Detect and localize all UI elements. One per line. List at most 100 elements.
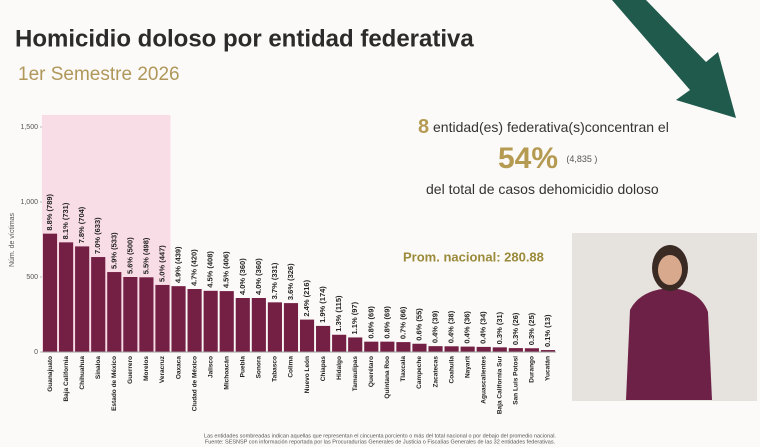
- interpreter-video: [572, 233, 757, 401]
- bar: [524, 348, 539, 352]
- value-label: 4.0% (360): [254, 258, 263, 295]
- x-tick-label: Nuevo León: [304, 356, 311, 393]
- bar: [380, 341, 395, 352]
- bar: [364, 341, 379, 352]
- value-label: 0.3% (25): [527, 312, 536, 345]
- bar: [316, 325, 331, 352]
- value-label: 0.6% (55): [414, 308, 423, 341]
- value-label: 0.4% (39): [431, 310, 440, 343]
- x-tick-label: Morelos: [143, 356, 150, 381]
- x-tick-label: Durango: [529, 356, 536, 383]
- bar: [155, 284, 170, 352]
- x-tick-label: Baja California: [63, 356, 70, 402]
- bar: [396, 342, 411, 352]
- y-tick-label: 0: [34, 349, 38, 356]
- x-tick-label: Tamaulipas: [352, 356, 359, 392]
- bar: [75, 246, 90, 352]
- bar: [203, 290, 218, 352]
- value-label: 0.3% (31): [495, 311, 504, 344]
- value-label: 5.5% (498): [141, 237, 150, 274]
- callout-percent: 54%: [498, 142, 558, 175]
- x-tick-label: Campeche: [416, 356, 423, 389]
- footnote: Fuente: SESNSP con información reportada…: [205, 439, 556, 445]
- x-tick-label: Michoacán: [223, 356, 230, 390]
- x-tick-label: Baja California Sur: [497, 356, 504, 415]
- bar: [123, 277, 138, 352]
- bar: [444, 346, 459, 352]
- bar: [91, 257, 106, 352]
- x-tick-label: Querétaro: [368, 356, 375, 387]
- callout-count: 8: [418, 116, 429, 138]
- callout-text: del total de casos de: [426, 181, 555, 197]
- callout-line: 54% (4,835 ): [498, 142, 597, 175]
- footnote: Las entidades sombreadas indican aquella…: [204, 433, 556, 439]
- bar: [508, 348, 523, 352]
- average-label: Prom. nacional: 280.88: [403, 249, 544, 264]
- x-tick-label: Quintana Roo: [384, 356, 391, 399]
- x-tick-label: Colima: [288, 356, 295, 378]
- decor-arrow: [612, 0, 736, 118]
- callout-line: del total de casos dehomicidio doloso: [426, 181, 659, 197]
- callout-total: (4,835 ): [566, 154, 597, 164]
- callout-line: 8 entidad(es) federativa(s)concentran el: [418, 116, 669, 138]
- bar: [540, 350, 556, 352]
- x-tick-label: Chihuahua: [79, 356, 86, 390]
- x-tick-label: Guerrero: [127, 356, 134, 384]
- x-tick-label: Yucatán: [545, 356, 552, 381]
- x-tick-label: Coahuila: [448, 356, 455, 384]
- value-label: 4.5% (408): [206, 251, 215, 288]
- x-tick-label: Veracruz: [159, 355, 166, 383]
- x-tick-label: Puebla: [240, 356, 247, 378]
- bar: [348, 337, 363, 352]
- x-tick-label: Chiapas: [320, 356, 327, 382]
- y-tick-label: 1,500: [20, 124, 38, 131]
- x-tick-label: Hidalgo: [336, 356, 343, 380]
- value-label: 8.1% (731): [61, 202, 70, 239]
- bar: [283, 303, 299, 352]
- chart-subtitle: 1er Semestre 2026: [18, 64, 180, 85]
- bar: [171, 286, 186, 352]
- bar: [267, 302, 282, 352]
- value-label: 4.5% (406): [222, 251, 231, 288]
- x-tick-label: Oaxaca: [175, 356, 182, 380]
- x-tick-label: Estado de México: [111, 356, 118, 411]
- callout-text: homicidio doloso: [554, 181, 658, 197]
- value-label: 1.1% (97): [350, 301, 359, 334]
- bar: [219, 291, 234, 352]
- x-tick-label: San Luis Potosí: [513, 356, 520, 405]
- value-label: 4.0% (360): [238, 258, 247, 295]
- bar: [251, 298, 266, 352]
- value-label: 0.1% (13): [543, 314, 552, 347]
- x-tick-label: Sonora: [256, 356, 263, 379]
- value-label: 0.4% (38): [447, 310, 456, 343]
- bar: [460, 346, 475, 352]
- value-label: 4.9% (439): [174, 246, 183, 283]
- value-label: 0.8% (69): [382, 306, 391, 339]
- x-tick-label: Aguascalientes: [480, 356, 487, 404]
- x-tick-label: Guanajuato: [47, 356, 54, 392]
- x-tick-label: Ciudad de México: [191, 356, 198, 411]
- bar: [59, 242, 74, 352]
- value-label: 0.4% (36): [463, 311, 472, 344]
- bar: [42, 233, 58, 352]
- value-label: 5.6% (500): [125, 237, 134, 274]
- value-label: 3.7% (331): [270, 262, 279, 299]
- x-tick-label: Tlaxcala: [400, 356, 407, 382]
- bar: [187, 289, 202, 352]
- x-tick-label: Nayarit: [464, 355, 471, 378]
- x-tick-label: Zacatecas: [432, 356, 439, 388]
- value-label: 8.8% (789): [45, 193, 54, 230]
- bar: [139, 277, 154, 352]
- value-label: 0.4% (34): [479, 311, 488, 344]
- bar: [235, 298, 250, 352]
- value-label: 1.3% (115): [334, 295, 343, 332]
- y-axis-title: Núm. de víctimas: [9, 212, 16, 267]
- plot: 0 500 1,000 1,500 8.8% (789) Guanajuato 8.1% (…: [20, 115, 556, 414]
- bar: [476, 346, 491, 352]
- bar: [299, 319, 315, 352]
- bar: [428, 346, 443, 352]
- value-label: 5.0% (447): [157, 245, 166, 282]
- interpreter-body: [626, 288, 712, 400]
- value-label: 2.4% (216): [302, 279, 311, 316]
- bar: [332, 334, 347, 352]
